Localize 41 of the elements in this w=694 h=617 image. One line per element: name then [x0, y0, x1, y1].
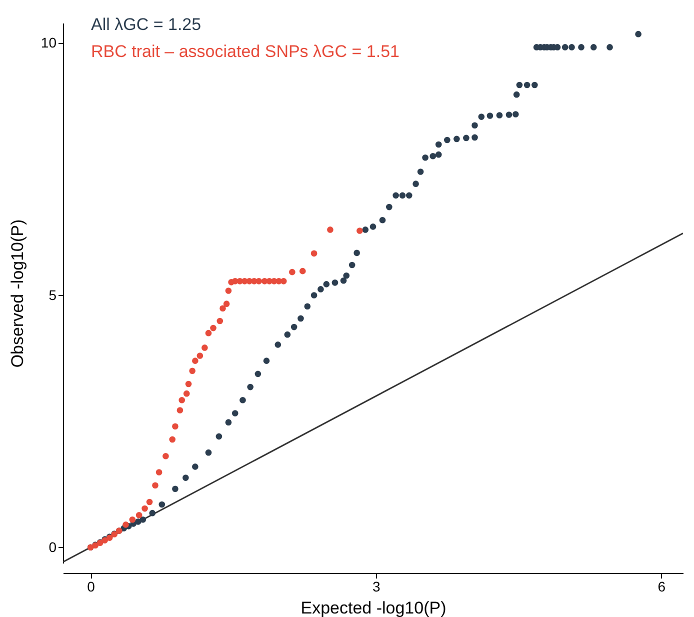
point	[210, 324, 216, 332]
point	[192, 358, 198, 364]
point	[216, 318, 224, 324]
point	[162, 452, 169, 460]
y-tick-label: 0	[48, 538, 57, 555]
point	[156, 469, 162, 476]
point	[169, 436, 176, 443]
point	[225, 288, 232, 294]
point	[178, 396, 186, 404]
point	[136, 512, 142, 518]
point	[310, 250, 318, 257]
x-axis-title: Expected -log10(P)	[300, 598, 446, 617]
point	[299, 268, 306, 274]
point	[172, 423, 178, 430]
point	[220, 305, 226, 312]
y-tick-label: 5	[48, 286, 57, 303]
point	[256, 278, 262, 284]
y-axis-title: Observed -log10(P)	[8, 219, 27, 368]
point	[142, 505, 148, 512]
point	[129, 516, 136, 523]
point	[176, 407, 184, 414]
text: All λGC = 1.25	[91, 15, 202, 34]
text: RBC trait – associated SNPs λGC = 1.51	[91, 42, 400, 61]
point	[196, 352, 204, 359]
point	[223, 300, 230, 307]
x-tick-label: 3	[372, 578, 380, 594]
y-tick-label: 10	[40, 34, 57, 51]
x-tick-label: 6	[658, 578, 666, 594]
point	[152, 482, 158, 489]
point	[289, 268, 296, 276]
point	[183, 390, 190, 397]
point	[146, 498, 153, 506]
x-tick-label: 0	[87, 578, 96, 594]
point	[356, 228, 363, 234]
point	[122, 522, 129, 528]
point	[202, 344, 208, 351]
point	[189, 368, 196, 374]
point	[280, 278, 287, 284]
point	[185, 380, 192, 388]
point	[205, 330, 212, 336]
point	[327, 226, 334, 233]
